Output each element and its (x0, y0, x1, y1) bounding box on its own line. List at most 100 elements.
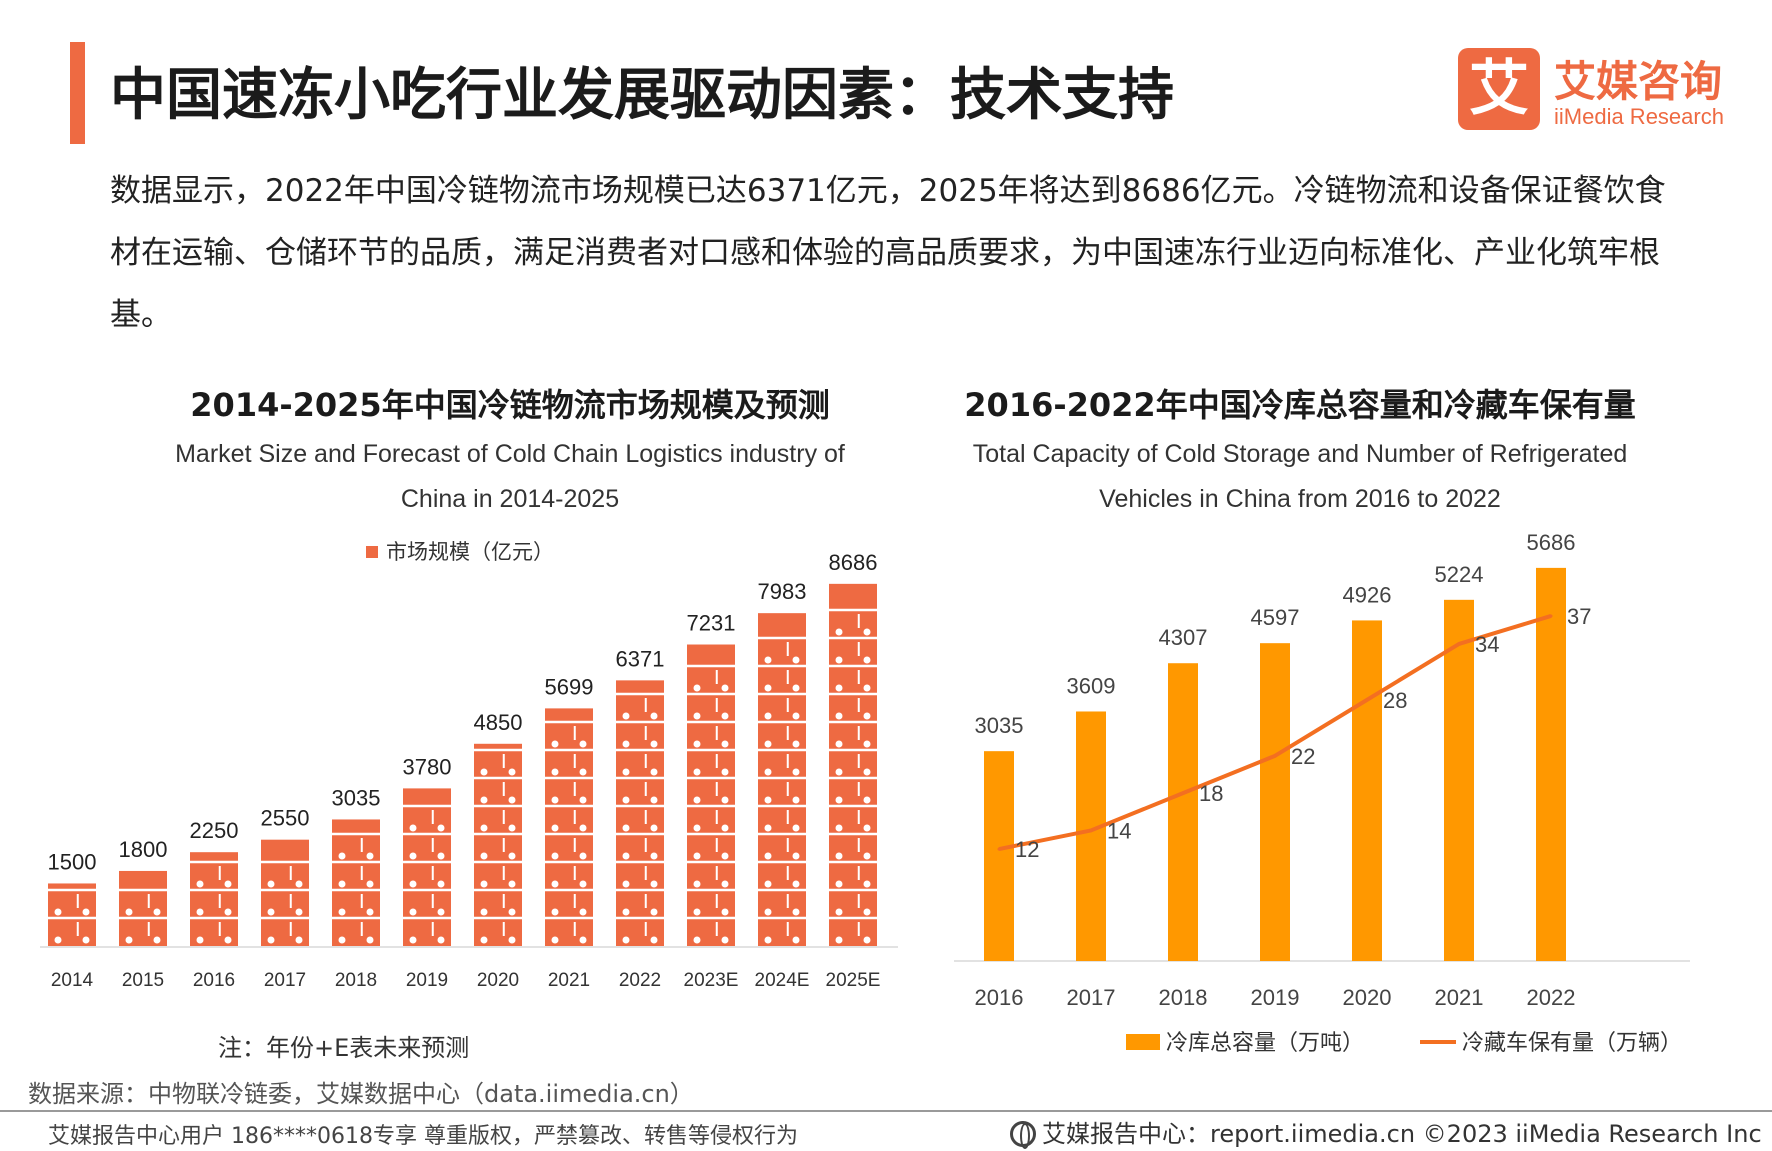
chart2-subtitle-line2: Vehicles in China from 2016 to 2022 (1099, 485, 1501, 513)
chart2-bar-label-2021: 5224 (1435, 562, 1484, 587)
intro-paragraph: 数据显示，2022年中国冷链物流市场规模已达6371亿元，2025年将达到868… (110, 173, 1666, 333)
chart1-tick-label-2023E: 2023E (684, 970, 739, 991)
chart2-subtitle-line1: Total Capacity of Cold Storage and Numbe… (972, 440, 1628, 468)
truck-wheel-icon (764, 656, 772, 664)
bar-2024E (758, 613, 806, 946)
chart2-bar-label-2022: 5686 (1527, 530, 1576, 555)
chart1-subtitle: Market Size and Forecast of Cold Chain L… (40, 432, 980, 522)
chart2-line-label-2019: 22 (1291, 744, 1315, 769)
data-source: 数据来源：中物联冷链委，艾媒数据中心（data.iimedia.cn） (28, 1080, 694, 1108)
truck-wheel-icon (650, 712, 658, 720)
truck-wheel-icon (267, 908, 275, 916)
truck-wheel-icon (622, 936, 630, 944)
truck-wheel-icon (579, 740, 587, 748)
truck-wheel-icon (224, 880, 232, 888)
chart2-tick-label-2020: 2020 (1343, 985, 1392, 1010)
truck-wheel-icon (693, 824, 701, 832)
truck-wheel-icon (650, 740, 658, 748)
truck-wheel-icon (338, 936, 346, 944)
chart1-tick-label-2018: 2018 (335, 970, 377, 991)
bar-fill (48, 883, 96, 946)
truck-wheel-icon (579, 768, 587, 776)
truck-wheel-icon (508, 768, 516, 776)
chart2-tick-label-2016: 2016 (975, 985, 1024, 1010)
chart1-title: 2014-2025年中国冷链物流市场规模及预测 (190, 386, 830, 424)
truck-wheel-icon (693, 908, 701, 916)
truck-wheel-icon (792, 712, 800, 720)
truck-wheel-icon (153, 936, 161, 944)
truck-wheel-icon (835, 936, 843, 944)
bar-fill (758, 613, 806, 946)
chart2-line-point-2022 (1549, 614, 1553, 618)
truck-wheel-icon (693, 880, 701, 888)
truck-wheel-icon (480, 852, 488, 860)
chart2-line-label-2016: 12 (1015, 837, 1039, 862)
truck-wheel-icon (508, 880, 516, 888)
footer-site: 艾媒报告中心：report.iimedia.cn ©2023 iiMedia R… (1010, 1114, 1762, 1149)
truck-wheel-icon (480, 824, 488, 832)
bar-2014 (48, 883, 96, 946)
truck-wheel-icon (551, 768, 559, 776)
truck-wheel-icon (764, 768, 772, 776)
truck-wheel-icon (366, 852, 374, 860)
truck-wheel-icon (508, 824, 516, 832)
chart1-tick-label-2017: 2017 (264, 970, 306, 991)
truck-wheel-icon (863, 656, 871, 664)
truck-wheel-icon (508, 796, 516, 804)
chart1-data-label-2020: 4850 (474, 710, 523, 735)
chart1-tick-label-2025E: 2025E (826, 970, 881, 991)
truck-wheel-icon (366, 880, 374, 888)
chart2-bar-2020 (1352, 620, 1382, 961)
chart1-data-label-2022: 6371 (616, 646, 665, 671)
truck-wheel-icon (480, 936, 488, 944)
truck-wheel-icon (366, 908, 374, 916)
truck-wheel-icon (650, 796, 658, 804)
truck-wheel-icon (224, 908, 232, 916)
chart1-data-label-2025E: 8686 (829, 550, 878, 575)
truck-wheel-icon (508, 852, 516, 860)
truck-wheel-icon (764, 852, 772, 860)
chart2-line-label-2017: 14 (1107, 818, 1131, 843)
truck-wheel-icon (792, 740, 800, 748)
chart2-legend: 冷库总容量（万吨） 冷藏车保有量（万辆） (1126, 1030, 1682, 1055)
bar-fill (119, 870, 167, 946)
truck-wheel-icon (721, 768, 729, 776)
truck-wheel-icon (579, 936, 587, 944)
truck-wheel-icon (863, 740, 871, 748)
truck-wheel-icon (835, 824, 843, 832)
truck-wheel-icon (835, 908, 843, 916)
chart1-data-label-2018: 3035 (332, 785, 381, 810)
truck-wheel-icon (863, 824, 871, 832)
truck-wheel-icon (437, 936, 445, 944)
truck-wheel-icon (792, 824, 800, 832)
truck-wheel-icon (224, 936, 232, 944)
truck-wheel-icon (409, 852, 417, 860)
truck-wheel-icon (267, 880, 275, 888)
bar-2019 (403, 788, 451, 946)
truck-wheel-icon (622, 712, 630, 720)
chart2-subtitle: Total Capacity of Cold Storage and Numbe… (900, 432, 1700, 522)
chart2-bar-2018 (1168, 663, 1198, 961)
truck-wheel-icon (863, 908, 871, 916)
chart1-tick-label-2019: 2019 (406, 970, 448, 991)
truck-wheel-icon (764, 796, 772, 804)
truck-wheel-icon (863, 880, 871, 888)
chart2-bar-label-2016: 3035 (975, 713, 1024, 738)
truck-wheel-icon (764, 712, 772, 720)
chart1-tick-label-2014: 2014 (51, 970, 94, 991)
chart1-tick-label-2016: 2016 (193, 970, 235, 991)
truck-wheel-icon (125, 936, 133, 944)
truck-wheel-icon (622, 824, 630, 832)
legend-bar-swatch (1126, 1034, 1160, 1050)
page-title: 中国速冻小吃行业发展驱动因素：技术支持 (110, 63, 1174, 128)
chart2-line-label-2022: 37 (1567, 604, 1591, 629)
chart1-subtitle-line2: China in 2014-2025 (400, 485, 620, 513)
chart2-bar-label-2020: 4926 (1343, 582, 1392, 607)
chart2-bar-2019 (1260, 643, 1290, 961)
truck-wheel-icon (792, 936, 800, 944)
bar-fill (261, 839, 309, 946)
truck-wheel-icon (835, 628, 843, 636)
truck-wheel-icon (835, 740, 843, 748)
chart1-tick-label-2021: 2021 (548, 970, 590, 991)
truck-wheel-icon (551, 740, 559, 748)
